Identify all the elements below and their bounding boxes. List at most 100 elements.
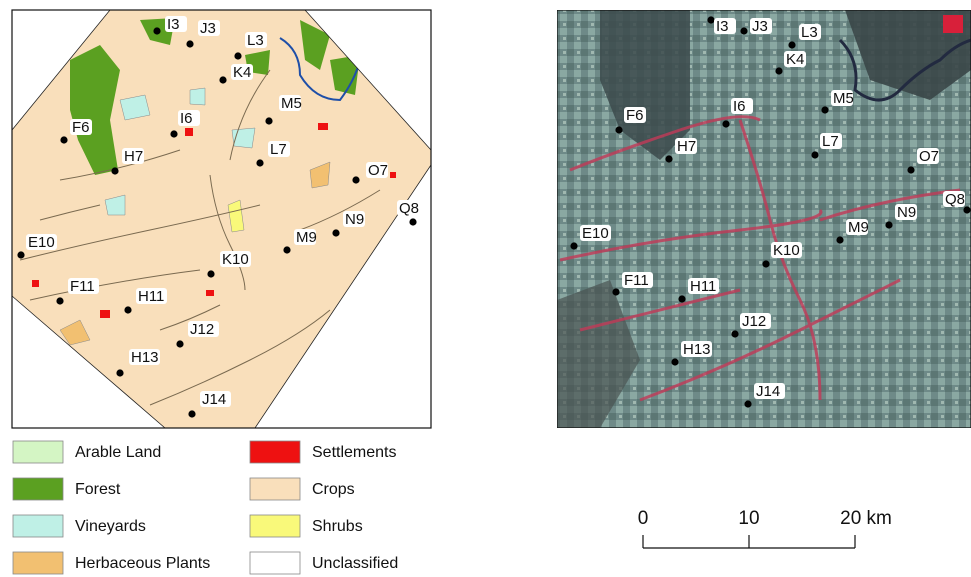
river <box>838 38 971 102</box>
sat-point-m5 <box>821 106 829 114</box>
sat-label-bg <box>681 341 712 357</box>
map-label-bg <box>165 16 187 32</box>
legend-label-unclassified: Unclassified <box>312 555 398 572</box>
sat-label-l3: L3 <box>801 24 818 41</box>
sat-label-o7: O7 <box>919 148 939 165</box>
legend-label-crops: Crops <box>312 481 355 498</box>
sat-label-i3: I3 <box>716 18 729 35</box>
sat-label-m5: M5 <box>833 90 854 107</box>
dark-area <box>557 280 640 428</box>
map-point-f6 <box>60 136 68 144</box>
right-image-points: I3 J3 L3 K4 M5 I6 F6 H7 L7 O7 N9 Q8 M9 E10 K10 F11 H11 J1… <box>570 16 971 408</box>
map-point-m5 <box>265 117 273 125</box>
sat-point-i6 <box>722 120 730 128</box>
sat-point-l7 <box>811 151 819 159</box>
sat-label-bg <box>771 242 802 258</box>
map-label-bg <box>268 141 290 157</box>
map-point-m9 <box>283 246 291 254</box>
map-label-k4: K4 <box>233 64 251 81</box>
sat-point-h13 <box>671 358 679 366</box>
land-cover-map <box>11 9 432 429</box>
map-label-bg <box>200 391 231 407</box>
forest-patch <box>70 45 120 175</box>
sat-label-bg <box>784 51 806 67</box>
sat-label-bg <box>714 18 736 34</box>
red-patch <box>943 15 963 33</box>
legend-swatch-forest <box>12 477 64 501</box>
sat-label-bg <box>799 24 821 40</box>
map-label-bg <box>366 162 388 178</box>
map-label-h7: H7 <box>124 148 143 165</box>
sat-label-j12: J12 <box>742 313 766 330</box>
vineyard-patch <box>104 194 126 216</box>
settlement <box>185 128 193 136</box>
sat-label-f6: F6 <box>626 107 644 124</box>
map-point-j14 <box>188 410 196 418</box>
sat-label-j3: J3 <box>752 18 768 35</box>
map-point-h13 <box>116 369 124 377</box>
legend-label-shrubs: Shrubs <box>312 518 363 535</box>
sat-label-bg <box>846 219 868 235</box>
map-label-k10: K10 <box>222 251 249 268</box>
sat-point-n9 <box>885 221 893 229</box>
map-label-bg <box>231 64 253 80</box>
map-point-l3 <box>234 52 242 60</box>
map-label-bg <box>136 288 167 304</box>
map-label-l3: L3 <box>247 32 264 49</box>
forest-patch <box>330 55 360 95</box>
map-point-j3 <box>186 40 194 48</box>
sat-point-l3 <box>788 41 796 49</box>
sat-point-h11 <box>678 295 686 303</box>
sat-point-f6 <box>615 126 623 134</box>
legend-swatch-unclassified <box>249 551 301 575</box>
legend-swatch-shrubs <box>249 514 301 538</box>
map-label-bg <box>129 349 160 365</box>
map-label-e10: E10 <box>28 234 55 251</box>
sat-point-i3 <box>707 16 715 24</box>
parcel-lines <box>19 69 381 406</box>
sat-label-bg <box>943 191 965 207</box>
legend-swatch-arable-land <box>12 440 64 464</box>
sat-label-bg <box>622 272 653 288</box>
scale-label-20km: 20 km <box>840 508 892 529</box>
map-point-i3 <box>153 27 161 35</box>
sat-point-e10 <box>570 242 578 250</box>
scale-label-0: 0 <box>638 508 649 529</box>
map-label-bg <box>397 200 419 216</box>
map-frame <box>11 9 432 429</box>
map-label-bg <box>245 32 267 48</box>
sat-point-j14 <box>744 400 752 408</box>
settlement <box>390 172 396 178</box>
sat-label-k4: K4 <box>786 51 804 68</box>
left-map-points: I3 J3 L3 K4 M5 I6 F6 H7 L7 O7 N9 Q8 M9 E10 K10 F11 H11 J1… <box>17 16 419 418</box>
settlement <box>318 123 328 130</box>
vineyard-patch <box>189 87 206 106</box>
herbaceous-patch <box>309 161 331 189</box>
map-label-bg <box>198 20 220 36</box>
sat-label-bg <box>731 98 753 114</box>
sat-label-h11: H11 <box>690 278 716 295</box>
settlement <box>100 310 110 318</box>
dark-forest-area <box>600 10 690 160</box>
sat-label-bg <box>580 225 611 241</box>
forest-patch <box>300 20 330 70</box>
map-label-j12: J12 <box>190 321 214 338</box>
sat-label-i6: I6 <box>733 98 746 115</box>
sat-point-m9 <box>836 236 844 244</box>
map-label-bg <box>26 234 57 250</box>
sat-label-bg <box>917 148 939 164</box>
legend: Arable Land Forest Vineyards Herbaceous Pla… <box>12 440 398 575</box>
map-label-bg <box>279 95 301 111</box>
map-label-bg <box>220 251 251 267</box>
sat-label-m9: M9 <box>848 219 869 236</box>
map-label-n9: N9 <box>345 211 364 228</box>
map-label-bg <box>178 110 200 126</box>
map-label-bg <box>188 321 219 337</box>
map-point-k4 <box>219 76 227 84</box>
sat-label-bg <box>675 138 697 154</box>
map-point-o7 <box>352 176 360 184</box>
map-label-m5: M5 <box>281 95 302 112</box>
sat-label-bg <box>820 133 842 149</box>
herbaceous-patch <box>59 319 91 346</box>
